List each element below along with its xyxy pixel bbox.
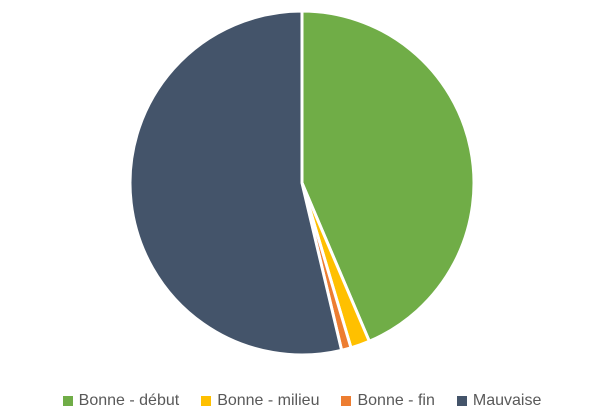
legend-item-bonne-milieu: Bonne - milieu (201, 392, 319, 410)
pie-chart-svg (128, 9, 476, 357)
legend-item-mauvaise: Mauvaise (456, 392, 542, 410)
legend-swatch-bonne-fin (341, 396, 352, 406)
chart-legend: Bonne - début Bonne - milieu Bonne - fin… (0, 388, 604, 414)
legend-label-bonne-milieu: Bonne - milieu (217, 392, 320, 409)
legend-label-mauvaise: Mauvaise (472, 392, 542, 409)
pie-slice-bonne-debut (300, 9, 476, 343)
pie-chart (128, 9, 476, 357)
legend-swatch-mauvaise (456, 396, 467, 406)
legend-label-bonne-debut: Bonne - début (78, 392, 180, 409)
legend-label-bonne-fin: Bonne - fin (357, 392, 435, 409)
legend-swatch-bonne-debut (62, 396, 73, 406)
legend-swatch-bonne-milieu (201, 396, 212, 406)
legend-item-bonne-debut: Bonne - début (62, 392, 180, 410)
legend-item-bonne-fin: Bonne - fin (341, 392, 435, 410)
pie-slice-mauvaise (128, 9, 344, 357)
